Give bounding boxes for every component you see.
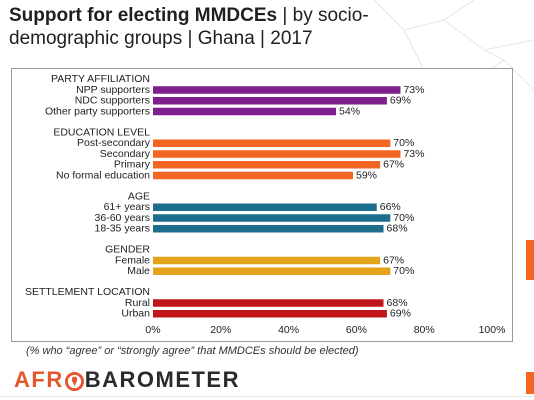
bar-category-label: Secondary: [100, 148, 151, 160]
x-tick-label: 60%: [346, 324, 367, 336]
bar: [153, 267, 391, 275]
bar: [153, 256, 381, 265]
x-tick-label: 0%: [145, 324, 160, 336]
bar-value-label: 67%: [383, 159, 404, 171]
bottom-rule: [0, 396, 534, 397]
chart-title: Support for electing MMDCEs | by socio-d…: [9, 4, 449, 50]
bar-category-label: Female: [115, 254, 150, 266]
bar-value-label: 73%: [403, 148, 424, 160]
bar: [153, 161, 381, 169]
chart-panel: PARTY AFFILIATION NPP supporters 73% NDC su…: [11, 68, 513, 342]
group-label: GENDER: [105, 244, 150, 256]
bar-value-label: 54%: [339, 105, 360, 117]
bar-value-label: 67%: [383, 254, 404, 266]
bar: [153, 86, 401, 94]
bar-category-label: 36-60 years: [95, 212, 150, 224]
bar-category-label: NPP supporters: [76, 84, 150, 96]
bar-value-label: 66%: [380, 201, 401, 213]
bar: [153, 97, 387, 105]
title-bold: Support for electing MMDCEs: [9, 5, 278, 26]
bar: [153, 225, 384, 233]
bar-category-label: Post-secondary: [77, 137, 151, 149]
bar: [153, 150, 401, 158]
bar-category-label: NDC supporters: [75, 95, 150, 107]
side-accent-bar: [526, 372, 534, 394]
x-tick-label: 80%: [414, 324, 435, 336]
bar-category-label: Other party supporters: [45, 105, 150, 117]
bar-value-label: 68%: [387, 297, 408, 309]
bar-value-label: 70%: [393, 265, 414, 277]
bar: [153, 310, 387, 318]
bar-category-label: Primary: [114, 159, 151, 171]
logo-text-part2: BAROMETER: [84, 367, 240, 392]
bar-category-label: Rural: [125, 297, 150, 309]
bar: [153, 171, 354, 180]
bar-value-label: 70%: [393, 212, 414, 224]
group-label: PARTY AFFILIATION: [51, 73, 150, 85]
x-tick-label: 40%: [278, 324, 299, 336]
bar-value-label: 70%: [393, 137, 414, 149]
bar-value-label: 73%: [403, 84, 424, 96]
side-accent-bar: [526, 240, 534, 280]
bar: [153, 214, 391, 222]
group-label: AGE: [128, 190, 150, 202]
bar-category-label: 61+ years: [104, 201, 150, 213]
afrobarometer-logo: AFR BAROMETER: [14, 366, 240, 394]
bar-category-label: Urban: [121, 308, 150, 320]
bar-category-label: No formal education: [56, 169, 150, 181]
bar-value-label: 59%: [356, 169, 377, 181]
group-label: SETTLEMENT LOCATION: [25, 286, 150, 298]
x-tick-label: 20%: [210, 324, 231, 336]
chart-footnote: (% who “agree” or “strongly agree” that …: [26, 345, 359, 357]
africa-map-icon: [64, 371, 84, 391]
bar-value-label: 68%: [387, 223, 408, 235]
group-label: EDUCATION LEVEL: [53, 126, 150, 138]
bar: [153, 299, 384, 307]
bar: [153, 139, 391, 147]
bar-value-label: 69%: [390, 308, 411, 320]
logo-text-part1: AFR: [14, 367, 64, 392]
bar: [153, 203, 377, 211]
bar-category-label: Male: [127, 265, 150, 277]
bar: [153, 107, 337, 116]
bar-category-label: 18-35 years: [95, 223, 150, 235]
title-subtitle: | by socio-demographic groups | Ghana | …: [9, 5, 369, 49]
x-tick-label: 100%: [479, 324, 506, 336]
bar-value-label: 69%: [390, 95, 411, 107]
